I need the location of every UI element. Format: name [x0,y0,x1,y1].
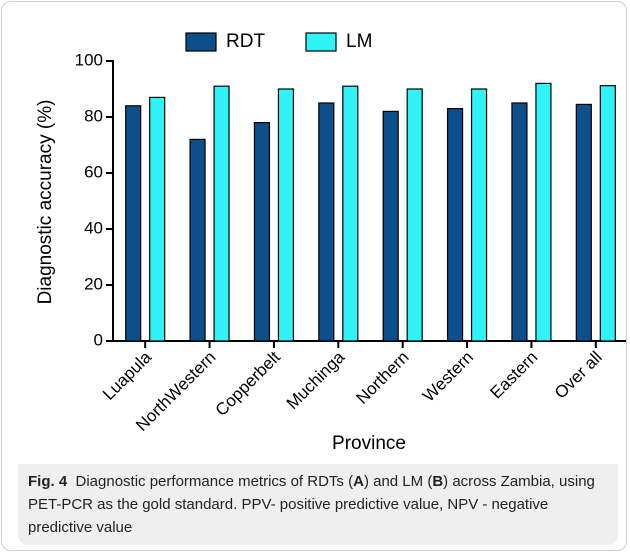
x-tick-label: Luapula [99,347,156,404]
y-tick-label: 60 [84,162,103,181]
x-tick-label: Over all [551,348,606,403]
y-tick-label: 20 [84,274,103,293]
legend-swatch [305,32,337,52]
caption: Fig. 4 Diagnostic performance metrics of… [18,464,618,545]
bar [189,138,206,342]
caption-text: ) and LM ( [363,473,433,490]
x-tick-label: Western [419,348,477,406]
bar [511,102,528,342]
x-axis-label: Province [332,433,406,454]
legend-swatch [185,32,217,52]
y-tick-label: 0 [94,330,103,349]
caption-text: Diagnostic performance metrics of RDTs ( [75,473,354,490]
bar [575,103,592,342]
bar [125,105,142,342]
bar [318,102,335,342]
bar [149,96,166,342]
bar [213,85,230,342]
caption-text: ) across Zambia, using PET-PCR as the go… [28,473,595,536]
bar [470,88,488,342]
bar [406,88,423,342]
bar [382,110,399,342]
caption-text: A [353,473,364,490]
x-tick-label: Eastern [487,348,542,403]
legend-label: RDT [226,31,265,52]
x-tick-label: Northern [352,348,412,408]
caption-text: B [432,473,444,490]
y-axis-label: Diagnostic accuracy (%) [35,100,56,305]
chart: Province Diagnostic accuracy (%) 0 20 40 60… [35,31,626,454]
legend-label: LM [346,31,372,52]
caption-label: Fig. 4 [28,473,68,490]
y-tick-label: 80 [84,106,103,125]
x-tick-label: Copperbelt [212,347,284,419]
bar [535,82,552,342]
y-tick-label: 40 [84,218,103,237]
bar [342,85,359,342]
x-tick-label: Muchinga [283,347,349,413]
bar [253,121,271,342]
y-tick-label: 100 [75,50,103,69]
bar [277,88,295,342]
bar [599,85,616,342]
bar [446,107,464,342]
